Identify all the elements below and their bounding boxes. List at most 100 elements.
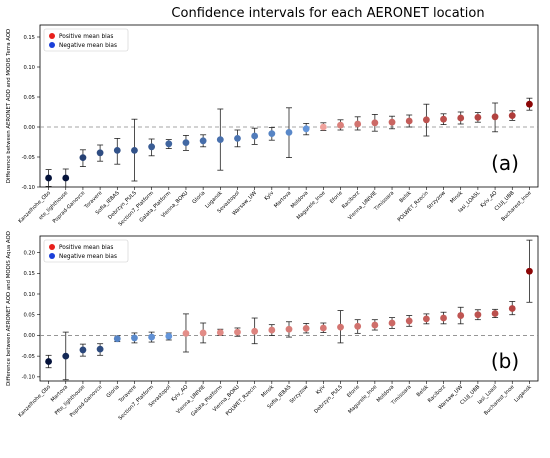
mean-bias-point [319,324,327,332]
x-tick-label: POLWET_Rzecin [225,384,258,417]
mean-bias-point [148,143,156,151]
legend-entry-label: Positive mean bias [59,34,113,40]
mean-bias-point [440,314,447,322]
legend-negative-marker [49,253,55,259]
x-tick-label: Strzyzow [289,384,310,405]
mean-bias-point [113,335,121,343]
mean-bias-point [182,139,190,147]
mean-bias-point [319,123,327,131]
mean-bias-point [302,324,310,332]
mean-bias-point [234,135,241,142]
x-tick-label: Gloria [191,190,206,205]
x-tick-label: Lugansk [513,384,532,403]
y-tick-label: -0.05 [22,155,35,161]
figure-title: Confidence intervals for each AERONET lo… [171,6,484,21]
x-tick-label: Poprad-Ganovce [52,190,87,225]
y-axis-label: Difference between AERONET AOD and MODIS… [6,231,12,386]
mean-bias-point [457,312,465,319]
x-tick-label: Minsk [449,190,464,205]
x-tick-label: Eforie [346,384,361,399]
mean-bias-point [405,317,413,325]
legend-entry-label: Negative mean bias [59,254,117,260]
mean-bias-point [79,154,87,162]
mean-bias-point [96,149,104,157]
y-tick-label: 0.20 [23,250,35,256]
legend-entry-label: Positive mean bias [59,245,113,251]
mean-bias-point [285,325,293,333]
y-tick-label: 0.00 [23,125,35,131]
mean-bias-point [457,114,465,122]
mean-bias-point [45,174,52,182]
mean-bias-point [131,147,138,154]
mean-bias-point [268,130,276,138]
legend-positive-marker [49,33,55,39]
mean-bias-point [234,328,241,336]
legend-positive-marker [49,244,55,250]
mean-bias-point [337,323,344,331]
mean-bias-point [422,315,430,323]
mean-bias-point [474,311,482,319]
x-tick-label: Strzyzow [426,190,447,211]
x-tick-label: Minsk [260,384,275,399]
mean-bias-point [216,136,224,144]
legend-box [43,28,129,52]
panel-label: (a) [491,151,519,175]
mean-bias-point [199,137,207,145]
x-tick-label: Gloria [106,384,121,399]
y-tick-label: -0.10 [22,375,35,381]
mean-bias-point [388,319,396,327]
mean-bias-point [251,327,259,335]
x-tick-label: Eforie [329,190,344,205]
y-tick-label: 0.10 [23,65,35,71]
mean-bias-point [165,140,173,148]
mean-bias-point [422,116,430,124]
mean-bias-point [251,132,259,140]
mean-bias-point [354,120,362,128]
y-tick-label: 0.05 [23,95,35,101]
legend: Positive mean bias Negative mean bias [43,28,129,52]
mean-bias-point [62,174,70,182]
panel-b-chart: 0.20 0.15 0.10 0.05 0.00 -0.05 -0.10 Difference… [6,231,539,422]
x-tick-label: Poprad-Ganovce [69,384,104,419]
x-tick-label: Belsk [399,190,413,204]
mean-bias-point [371,119,379,127]
panel-a-chart: 0.15 0.10 0.05 0.00 -0.05 -0.10 Difference bet… [6,24,539,228]
mean-bias-point [491,113,499,121]
mean-bias-point [526,100,533,108]
x-tick-label: Kanzelhohe_Obs [18,384,53,419]
legend-negative-marker [49,42,55,48]
mean-bias-point [199,329,207,337]
mean-bias-point [405,117,413,125]
y-tick-label: 0.15 [23,271,35,277]
mean-bias-point [508,112,516,119]
mean-bias-point [62,352,70,360]
x-tick-label: Kyiv [315,384,327,396]
mean-bias-point [285,129,293,136]
mean-bias-point [79,346,87,354]
mean-bias-point [440,115,447,123]
x-tick-label: Kyiv [263,190,275,202]
mean-bias-point [165,332,173,340]
y-tick-label: -0.10 [22,185,35,191]
mean-bias-point [302,125,310,133]
mean-bias-point [491,310,499,317]
y-tick-label: 0.05 [23,313,35,319]
mean-bias-point [148,333,156,341]
mean-bias-point [182,329,190,337]
mean-bias-point [216,329,224,336]
mean-bias-point [354,322,362,330]
panel-label: (b) [491,349,519,373]
legend-entry-label: Negative mean bias [59,43,117,49]
legend-box [43,239,129,263]
legend: Positive mean bias Negative mean bias [43,239,129,263]
mean-bias-point [96,345,104,353]
y-tick-label: 0.00 [23,333,35,339]
mean-bias-point [131,334,138,342]
x-tick-label: Belsk [416,384,430,398]
mean-bias-point [268,326,276,334]
mean-bias-point [45,358,52,365]
mean-bias-point [508,305,516,312]
mean-bias-point [371,321,379,329]
y-tick-label: 0.15 [23,35,35,41]
